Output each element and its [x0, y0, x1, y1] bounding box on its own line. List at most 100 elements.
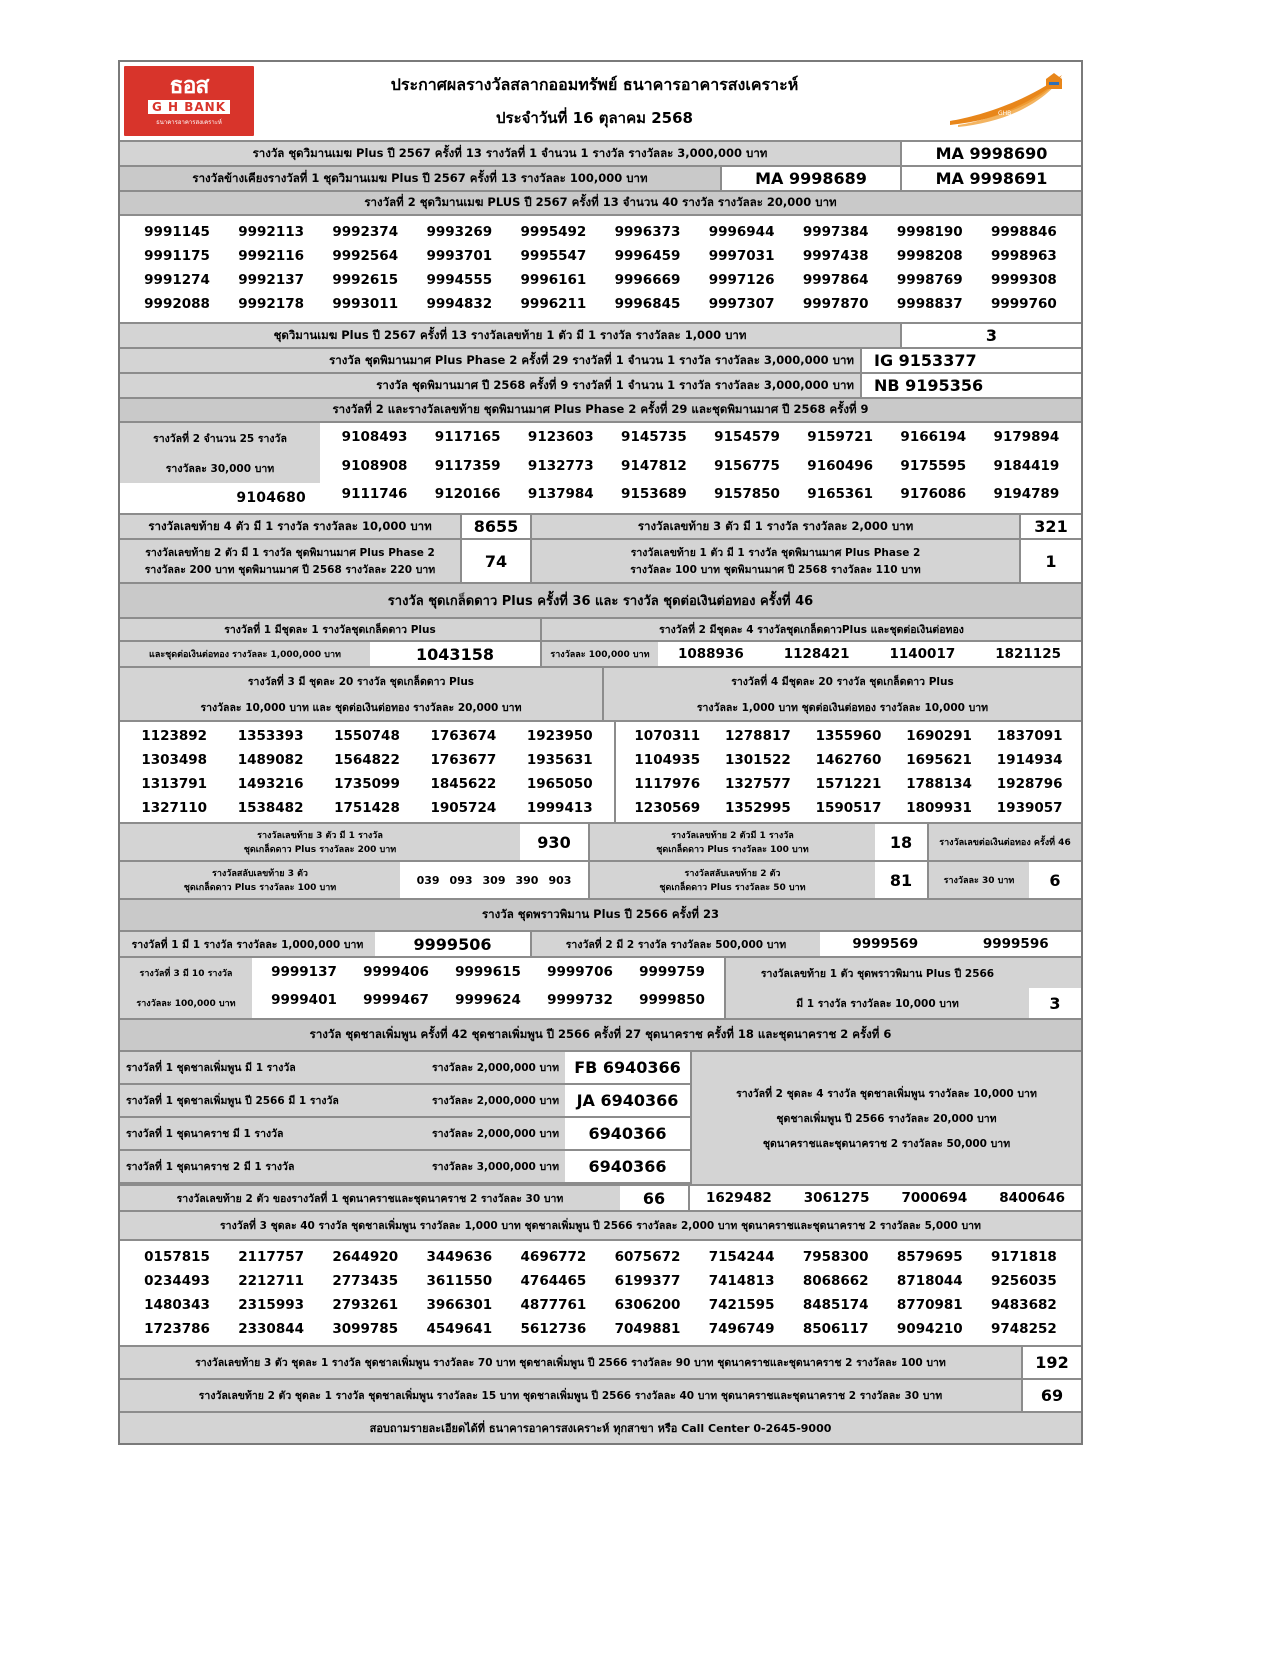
lottery-number: 1230569 — [634, 800, 701, 816]
kletdao-p4-head: รางวัลที่ 4 มีชุดละ 20 รางวัล ชุดเกล็ดดา… — [604, 668, 1081, 694]
chalermpoon-prize1-amount: รางวัลละ 3,000,000 บาท — [365, 1151, 565, 1182]
chalermpoon-p2-line-2: ชุดชาลเพิ่มพูน ปี 2566 รางวัลละ 20,000 บ… — [776, 1112, 997, 1125]
lottery-number: 039 — [416, 873, 440, 887]
kletdao-slub3-label: รางวัลสลับเลขท้าย 3 ตัว ชุดเกล็ดดาว Plus… — [120, 862, 400, 898]
lottery-number: 9996845 — [614, 296, 681, 312]
lottery-number: 9999596 — [982, 936, 1049, 952]
wimanmek-prize2-grid: 9991145 9992113 9992374 9993269 9995492 99963… — [120, 216, 1081, 322]
lottery-number: 9997864 — [802, 272, 869, 288]
lottery-number: 1821125 — [995, 646, 1061, 662]
footer-row: สอบถามรายละเอียดได้ที่ ธนาคารอาคารสงเครา… — [120, 1413, 1081, 1443]
lottery-number: 2644920 — [332, 1249, 399, 1265]
header-title-block: ประกาศผลรางวัลสลากออมทรัพย์ ธนาคารอาคารส… — [258, 62, 931, 140]
kletdao-tong-value: 6 — [1029, 862, 1081, 898]
phimanmas-2568-value: NB 9195356 — [860, 374, 1081, 397]
kletdao-p2-header: รางวัลที่ 2 มีชุดละ 4 รางวัลชุดเกล็ดดาวP… — [540, 619, 1081, 640]
lottery-number: 7421595 — [708, 1297, 775, 1313]
chalermpoon-last2b-row: รางวัลเลขท้าย 2 ตัว ชุดละ 1 รางวัล ชุดชา… — [120, 1380, 1081, 1413]
phimanmas-last21-row: รางวัลเลขท้าย 2 ตัว มี 1 รางวัล ชุดพิมาน… — [120, 540, 1081, 584]
lottery-number: 9994832 — [426, 296, 493, 312]
prawphiman-p3-row: รางวัลที่ 3 มี 10 รางวัล รางวัลละ 100,00… — [120, 958, 1081, 1020]
chalermpoon-prize1-amount: รางวัลละ 2,000,000 บาท — [365, 1085, 565, 1116]
prawphiman-p1-value: 9999506 — [375, 932, 530, 956]
lottery-number: 7414813 — [708, 1273, 775, 1289]
phimanmas-last2-label-1: รางวัลเลขท้าย 2 ตัว มี 1 รางวัล ชุดพิมาน… — [145, 547, 435, 559]
lottery-number: 9992116 — [238, 248, 305, 264]
lottery-number: 4877761 — [520, 1297, 587, 1313]
kletdao-p2-sub: รางวัลละ 100,000 บาท — [540, 642, 658, 666]
lottery-number: 9997438 — [802, 248, 869, 264]
prawphiman-p3-grid: 9999137 9999406 9999615 9999706 9999759 99994… — [252, 958, 724, 1018]
kletdao-last2-label: รางวัลเลขท้าย 2 ตัวมี 1 รางวัล ชุดเกล็ดด… — [590, 824, 875, 860]
lottery-number: 9999624 — [455, 992, 521, 1008]
wimanmek-prize2-header: รางวัลที่ 2 ชุดวิมานเมฆ PLUS ปี 2567 ครั… — [120, 192, 1081, 214]
lottery-number: 6075672 — [614, 1249, 681, 1265]
lottery-number: 9999759 — [639, 964, 705, 980]
kletdao-last3-label-1: รางวัลเลขท้าย 3 ตัว มี 1 รางวัล — [257, 831, 383, 841]
chalermpoon-prize1-value: FB 6940366 — [565, 1052, 690, 1083]
phimanmas-last3-label: รางวัลเลขท้าย 3 ตัว มี 1 รางวัล รางวัลละ… — [532, 515, 1019, 538]
phimanmas-prize2-row: รางวัลที่ 2 จำนวน 25 รางวัล รางวัลละ 30,… — [120, 423, 1081, 515]
phimanmas-last4-label: รางวัลเลขท้าย 4 ตัว มี 1 รางวัล รางวัลละ… — [120, 515, 460, 538]
lottery-number: 9137984 — [527, 486, 594, 503]
phimanmas-2568-label: รางวัล ชุดพิมานมาศ ปี 2568 ครั้งที่ 9 รา… — [120, 374, 860, 397]
kletdao-slub3-label-1: รางวัลสลับเลขท้าย 3 ตัว — [211, 869, 308, 879]
phimanmas-last1-value: 1 — [1019, 540, 1081, 582]
lottery-number: 9995547 — [520, 248, 587, 264]
lottery-number: 9111746 — [341, 486, 408, 503]
lottery-number: 1723786 — [144, 1321, 210, 1337]
chalermpoon-p3-grid: 0157815 2117757 2644920 3449636 4696772 60756… — [120, 1241, 1081, 1345]
kletdao-tong-label-1: รางวัลเลขต่อเงินต่อทอง ครั้งที่ 46 — [927, 824, 1081, 860]
lottery-number: 9176086 — [900, 486, 967, 503]
lottery-number: 9998190 — [896, 224, 963, 240]
phimanmas-2568-row: รางวัล ชุดพิมานมาศ ปี 2568 ครั้งที่ 9 รา… — [120, 374, 1081, 399]
lottery-number: 9991175 — [144, 248, 210, 264]
swoosh-icon: GHB — [950, 73, 1062, 127]
phimanmas-last1-label: รางวัลเลขท้าย 1 ตัว มี 1 รางวัล ชุดพิมาน… — [532, 540, 1019, 582]
lottery-number: 9991274 — [144, 272, 210, 288]
lottery-number: 903 — [548, 873, 572, 887]
lottery-number: 0234493 — [144, 1273, 210, 1289]
lottery-number: 9999401 — [271, 992, 337, 1008]
ghbank-logo: ธอส G H BANK ธนาคารอาคารสงเคราะห์ — [124, 66, 254, 136]
chalermpoon-prize1-value: 6940366 — [565, 1151, 690, 1182]
lottery-number: 9992113 — [238, 224, 305, 240]
kletdao-last3-label-2: ชุดเกล็ดดาว Plus รางวัลละ 200 บาท — [243, 845, 397, 855]
wimanmek-prize1-label: รางวัล ชุดวิมานเมฆ Plus ปี 2567 ครั้งที่… — [120, 142, 900, 165]
phimanmas-last1-label-1: รางวัลเลขท้าย 1 ตัว มี 1 รางวัล ชุดพิมาน… — [630, 547, 921, 559]
chalermpoon-prize1-amount: รางวัลละ 2,000,000 บาท — [365, 1118, 565, 1149]
lottery-number: 1088936 — [677, 646, 744, 662]
lottery-number: 2117757 — [238, 1249, 305, 1265]
kletdao-p4-grid: 1070311 1278817 1355960 1690291 1837091 11049… — [614, 722, 1081, 822]
lottery-number: 9996373 — [614, 224, 681, 240]
footer-contact-text: สอบถามรายละเอียดได้ที่ ธนาคารอาคารสงเครา… — [120, 1413, 1081, 1443]
lottery-number: 7000694 — [901, 1190, 968, 1206]
prawphiman-last1-value-block: 3 — [1029, 958, 1081, 1018]
lottery-number: 4549641 — [426, 1321, 493, 1337]
lottery-number: 9996459 — [614, 248, 681, 264]
lottery-number: 9108908 — [341, 457, 408, 474]
chalermpoon-header-row: รางวัล ชุดชาลเพิ่มพูน ครั้งที่ 42 ชุดชาล… — [120, 1020, 1081, 1052]
lottery-number: 1140017 — [889, 646, 956, 662]
prawphiman-p3-label-2: รางวัลละ 100,000 บาท — [120, 988, 252, 1018]
lottery-number: 8579695 — [896, 1249, 963, 1265]
lottery-number: 9256035 — [991, 1273, 1057, 1289]
lottery-number: 9999615 — [455, 964, 521, 980]
wimanmek-adjacent-value-right: MA 9998691 — [900, 167, 1081, 190]
lottery-number: 9997126 — [708, 272, 775, 288]
kletdao-slub2-label-1: รางวัลสลับเลขท้าย 2 ตัว — [684, 869, 781, 879]
lottery-number: 9153689 — [621, 486, 687, 503]
lottery-number: 9996161 — [520, 272, 587, 288]
wimanmek-last1-value: 3 — [900, 324, 1081, 347]
lottery-number: 8506117 — [802, 1321, 869, 1337]
lottery-number: 9998963 — [991, 248, 1057, 264]
chalermpoon-last2b-value: 69 — [1021, 1380, 1081, 1411]
lottery-number: 1480343 — [144, 1297, 210, 1313]
page-subtitle: ประจำวันที่ 16 ตุลาคม 2568 — [496, 108, 693, 127]
lottery-number: 1353393 — [237, 728, 304, 744]
lottery-number: 1695621 — [906, 752, 972, 768]
lottery-number: 3611550 — [426, 1273, 493, 1289]
lottery-number: 9166194 — [900, 429, 967, 445]
lottery-number: 8718044 — [896, 1273, 963, 1289]
